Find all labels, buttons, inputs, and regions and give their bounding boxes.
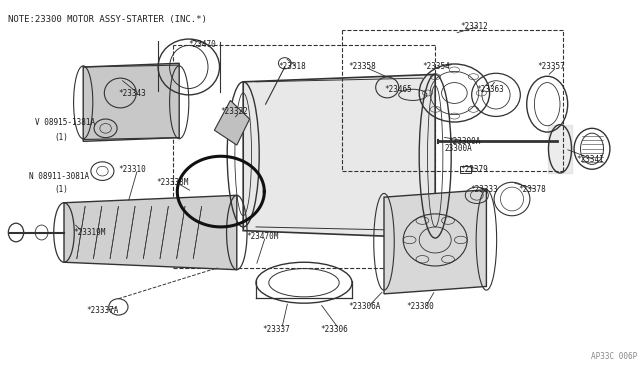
Text: *23379: *23379: [461, 165, 488, 174]
Text: *23378: *23378: [518, 185, 546, 194]
Text: *23470M: *23470M: [246, 232, 279, 241]
Text: *23363: *23363: [477, 85, 504, 94]
Text: *23322: *23322: [221, 107, 248, 116]
PathPatch shape: [214, 100, 250, 145]
Text: *23358: *23358: [349, 62, 376, 71]
Text: *23470: *23470: [189, 40, 216, 49]
PathPatch shape: [243, 74, 435, 238]
Text: *23357: *23357: [538, 62, 565, 71]
Text: N 08911-3081A: N 08911-3081A: [29, 172, 89, 181]
Text: (1): (1): [54, 133, 68, 142]
Text: 23300A: 23300A: [445, 144, 472, 153]
Text: *23380: *23380: [406, 302, 434, 311]
Text: (1): (1): [54, 185, 68, 194]
PathPatch shape: [384, 190, 486, 294]
PathPatch shape: [83, 63, 179, 141]
Text: *23319M: *23319M: [74, 228, 106, 237]
Text: *23300A: *23300A: [448, 137, 481, 146]
Text: *23318: *23318: [278, 62, 306, 71]
Text: NOTE:23300 MOTOR ASSY-STARTER (INC.*): NOTE:23300 MOTOR ASSY-STARTER (INC.*): [8, 15, 207, 24]
Text: *23337: *23337: [262, 325, 290, 334]
Text: *23337A: *23337A: [86, 306, 119, 315]
Text: *23341: *23341: [576, 155, 604, 164]
PathPatch shape: [64, 195, 237, 270]
Text: *23333: *23333: [470, 185, 498, 194]
Text: *23343: *23343: [118, 89, 146, 97]
Text: *23310: *23310: [118, 165, 146, 174]
Text: V 08915-1381A: V 08915-1381A: [35, 118, 95, 127]
Bar: [460, 166, 471, 173]
Text: *23306: *23306: [320, 325, 348, 334]
Text: *23306A: *23306A: [349, 302, 381, 311]
Text: *23465: *23465: [384, 85, 412, 94]
Text: AP33C 006P: AP33C 006P: [591, 352, 637, 361]
Text: *23312: *23312: [461, 22, 488, 31]
Text: *23338M: *23338M: [157, 178, 189, 187]
Text: *23354: *23354: [422, 62, 450, 71]
